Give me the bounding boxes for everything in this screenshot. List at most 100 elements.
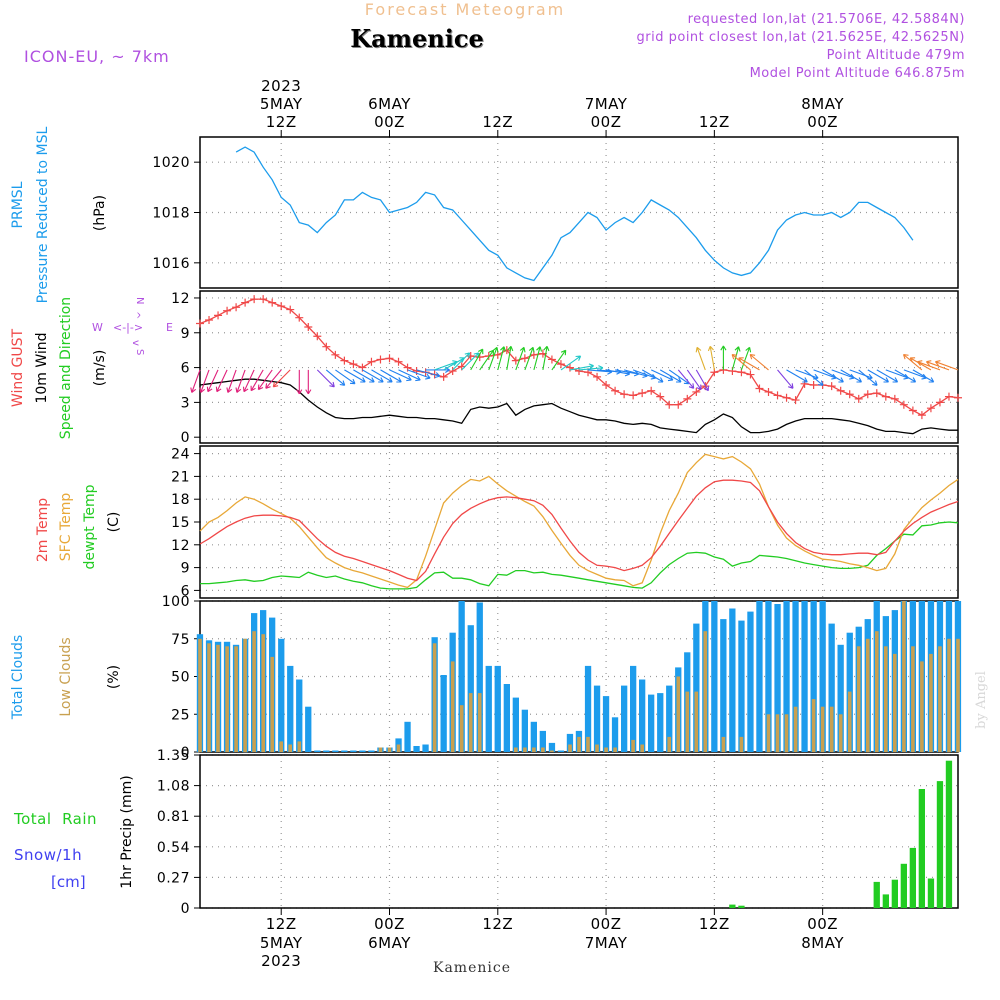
gust-marker [565, 363, 574, 372]
y-tick-label: 9 [181, 561, 190, 577]
temperature-panel: 6 9 12 15 18 21 24 [171, 445, 959, 599]
low-cloud-bar [820, 706, 825, 752]
wind-arrow [265, 369, 282, 389]
page-title: Kamenice [350, 24, 484, 53]
total-cloud-bar [720, 619, 727, 752]
wind-panel: 0 3 6 9 12 [171, 291, 962, 446]
total-cloud-bar [503, 684, 510, 752]
gust-marker [674, 400, 683, 409]
wind-arrow [533, 346, 543, 371]
wind-arrow [425, 366, 450, 373]
y-tick-label: 0.81 [157, 809, 190, 825]
low-cloud-bar [811, 699, 816, 752]
wind-arrow [822, 369, 844, 383]
top-time-label: 12Z [482, 113, 513, 131]
rain-bar [873, 881, 880, 908]
y-tick-label: 3 [181, 395, 190, 411]
low-cloud-bar [929, 653, 933, 752]
total-cloud-bar [476, 602, 483, 752]
wind-arrow [695, 369, 709, 392]
panel-frame [199, 754, 959, 909]
gust-marker [935, 398, 944, 407]
gust-marker [511, 356, 520, 365]
gust-marker [827, 382, 836, 391]
total-cloud-bar [278, 638, 285, 753]
gust-marker [232, 303, 241, 312]
wind-arrow [542, 345, 550, 370]
gust-marker [295, 313, 304, 322]
bottom-time-label: 00Z [374, 915, 405, 933]
compass-up: ^ [130, 311, 141, 319]
gust-marker [782, 393, 791, 402]
y-tick-label: 0.27 [157, 870, 190, 886]
gust-marker [764, 387, 773, 396]
wind-arrow [524, 346, 535, 371]
gust-marker [556, 360, 565, 369]
low-cloud-bar [631, 739, 635, 752]
gust-marker [268, 298, 277, 307]
dewpt-line [200, 521, 959, 590]
gust-marker [502, 346, 511, 355]
y-tick-label: 6 [181, 583, 190, 599]
wind-arrow [398, 369, 421, 382]
y-tick-label: 0.54 [157, 840, 190, 856]
total-cloud-bar [557, 750, 565, 752]
wind-arrow [199, 369, 210, 393]
gust-marker [205, 316, 214, 325]
low-cloud-bar [875, 631, 879, 752]
pressure-panel: 1016 1018 1020 [152, 136, 959, 289]
precip-panel: 0 0.27 0.54 0.81 1.08 1.35 [157, 748, 959, 917]
low-cloud-bar [667, 736, 671, 752]
gust-marker [800, 379, 809, 388]
compass-s: S [134, 349, 145, 355]
low-cloud-bar [550, 750, 554, 752]
top-date-label: 8MAY [801, 95, 844, 113]
wind-arrow [909, 357, 932, 371]
compass-e: E [166, 321, 173, 334]
low-cloud-bar [902, 601, 906, 752]
unit-ms: (m/s) [92, 350, 108, 387]
y-tick-label: 25 [171, 707, 190, 723]
ylabel-gust: Wind GUST [10, 328, 26, 407]
gust-marker [908, 406, 917, 415]
total-cloud-bar [621, 685, 628, 752]
top-time-label: 12Z [266, 113, 297, 131]
rain-bar [882, 894, 889, 908]
pressure-line [235, 146, 914, 282]
low-cloud-bar [270, 656, 274, 752]
wind-arrow [479, 349, 495, 371]
wind-arrow [416, 369, 441, 379]
low-cloud-bar [252, 631, 256, 752]
top-date-label: 5MAY [260, 95, 303, 113]
gust-marker [259, 295, 268, 304]
gust-marker [881, 392, 890, 401]
total-cloud-bar [521, 709, 528, 752]
unit-c: (C) [106, 512, 122, 533]
gust-marker [683, 394, 692, 403]
ylabel-dewpt: dewpt Temp [82, 484, 98, 569]
gust-marker [791, 396, 800, 405]
rain-bar [927, 878, 935, 908]
gust-marker [773, 391, 782, 400]
gust-marker [692, 387, 701, 396]
model-altitude: Model Point Altitude 646.875m [750, 66, 965, 81]
low-cloud-bar [595, 744, 599, 752]
total-cloud-bar [828, 623, 835, 752]
gust-marker [872, 389, 881, 398]
total-cloud-bar [548, 742, 556, 752]
wind-arrow [840, 369, 862, 383]
low-cloud-bar [450, 661, 455, 752]
low-cloud-bar [198, 638, 202, 753]
sfc-temp-line [199, 453, 959, 589]
total-cloud-bar [368, 750, 375, 752]
wind-arrow [316, 369, 335, 388]
wind-arrow [344, 369, 366, 383]
total-cloud-bar [639, 679, 646, 752]
bottom-date-label: 5MAY [260, 934, 303, 952]
low-cloud-bar [838, 714, 843, 753]
bottom-date-label: 7MAY [585, 934, 628, 952]
y-tick-label: 1.08 [157, 779, 190, 795]
low-cloud-bar [613, 747, 617, 752]
wind-arrow [720, 345, 727, 370]
